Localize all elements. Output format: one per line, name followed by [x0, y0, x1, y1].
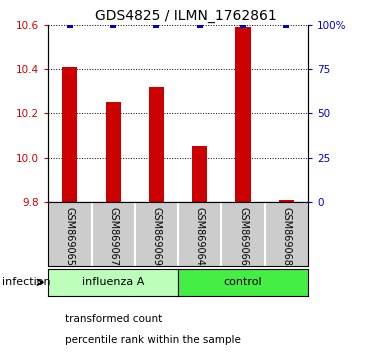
- Text: GSM869066: GSM869066: [238, 207, 248, 266]
- Text: GSM869065: GSM869065: [65, 207, 75, 266]
- Text: influenza A: influenza A: [82, 277, 144, 287]
- Bar: [236, 27, 250, 202]
- Text: GDS4825 / ILMN_1762861: GDS4825 / ILMN_1762861: [95, 9, 276, 23]
- Bar: [192, 147, 207, 202]
- Text: GSM869069: GSM869069: [151, 207, 161, 266]
- Bar: [106, 102, 121, 202]
- Text: GSM869067: GSM869067: [108, 207, 118, 266]
- Point: [240, 22, 246, 28]
- Text: percentile rank within the sample: percentile rank within the sample: [65, 335, 241, 345]
- Point: [110, 22, 116, 28]
- Text: control: control: [224, 277, 262, 287]
- Point: [283, 22, 289, 28]
- Point: [67, 22, 73, 28]
- Text: GSM869068: GSM869068: [281, 207, 291, 266]
- Text: infection: infection: [2, 277, 50, 287]
- Bar: [279, 200, 294, 202]
- Point: [197, 22, 203, 28]
- Bar: [62, 67, 78, 202]
- Text: GSM869064: GSM869064: [195, 207, 205, 266]
- Point: [154, 22, 160, 28]
- Bar: [149, 87, 164, 202]
- Text: transformed count: transformed count: [65, 314, 162, 324]
